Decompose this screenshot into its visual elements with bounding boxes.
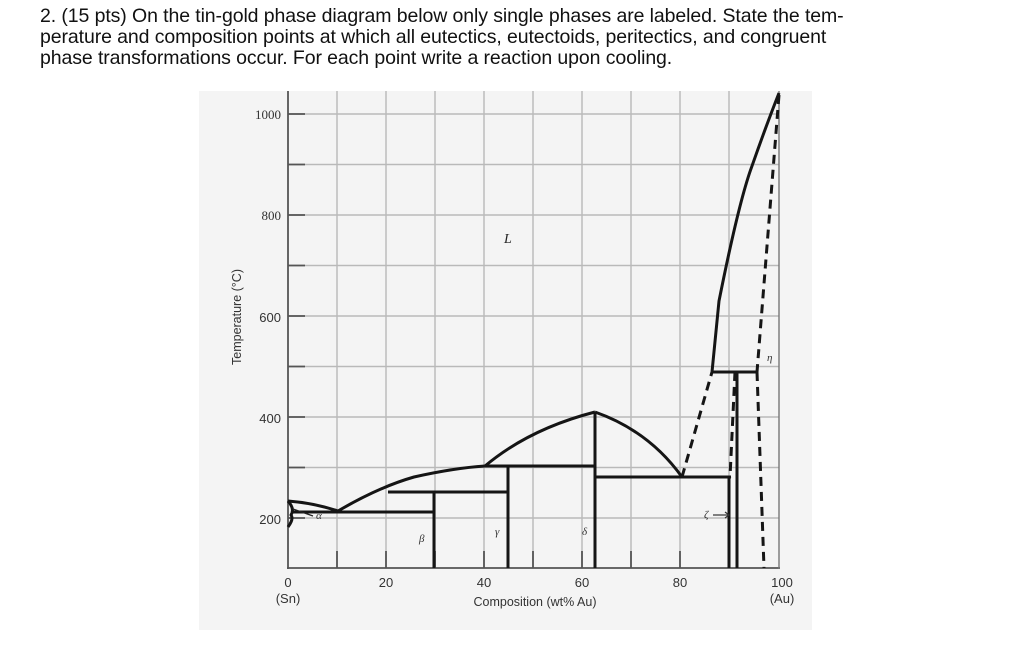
phase-label-delta: δ [582,526,588,538]
phase-label-liquid: L [503,232,512,247]
x-tick-80: 80 [673,575,687,590]
y-tick-600: 600 [259,310,281,325]
y-tick-800: 800 [262,208,282,223]
y-axis-title: Temperature (°C) [230,269,244,365]
alpha-pointer-arrow [292,508,314,517]
x-tick-20: 20 [379,575,393,590]
question-line-3: phase transformations occur. For each po… [40,47,673,69]
phase-label-beta: β [418,533,425,545]
x-tick-100: 100 [771,575,793,590]
question-line-2: perature and composition points at which… [40,26,827,48]
x-tick-0: 0 [284,575,291,590]
eta-solidus-dashed [755,94,781,373]
y-tick-1000: 1000 [255,107,281,122]
phase-boundaries [286,92,781,568]
phase-label-gamma: γ [495,526,500,538]
alpha-solvus [286,500,294,528]
question-line-1: 2. (15 pts) On the tin-gold phase diagra… [40,5,844,27]
question-text: 2. (15 pts) On the tin-gold phase diagra… [40,6,1000,69]
dashed-boundaries [680,94,781,569]
phase-label-eta: η [767,352,772,364]
zeta-solvus-dashed [728,371,737,478]
eta-solvus-dashed [755,371,766,569]
phase-label-zeta: ζ [704,509,710,521]
phase-diagram-svg: L α β γ δ ζ η 1000 800 600 400 200 Tempe… [230,91,795,609]
x-tick-60: 60 [575,575,589,590]
liquidus-eutectic-to-gamma [337,464,486,513]
x-tick-40: 40 [477,575,491,590]
phase-label-alpha: α [316,510,322,522]
zeta-arrowhead-icon [724,511,730,519]
y-tick-200: 200 [259,512,281,527]
liquidus-delta-left [484,410,596,468]
phase-diagram-figure: L α β γ δ ζ η 1000 800 600 400 200 Tempe… [199,91,812,630]
liquidus-sn-side [287,499,339,513]
liquidus-dashed-low [680,371,714,478]
x-label-au: (Au) [770,591,795,606]
liquidus-delta-right [594,410,684,478]
x-axis-title: Composition (wt% Au) [474,595,597,609]
y-tick-400: 400 [259,411,281,426]
x-label-sn: (Sn) [276,591,301,606]
liquidus-au-side [710,92,781,373]
